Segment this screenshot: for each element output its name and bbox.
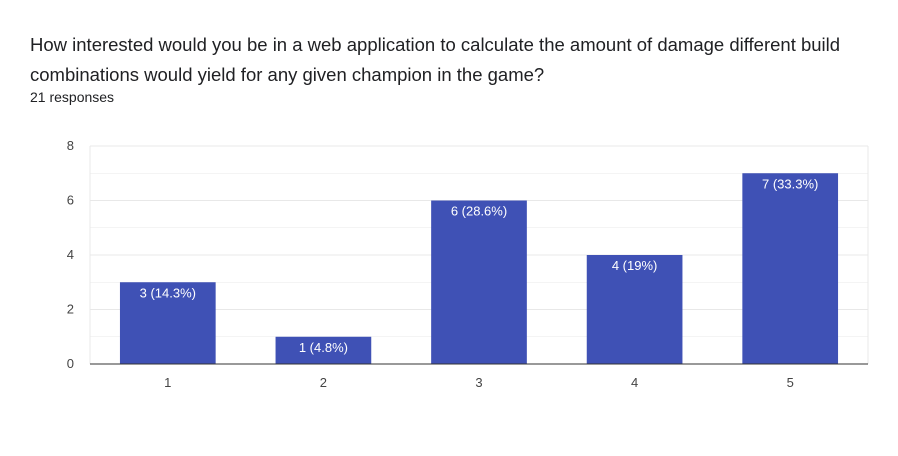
bar	[119, 282, 216, 364]
bar	[431, 200, 527, 364]
bar-data-label: 6 (28.6%)	[451, 204, 507, 219]
y-tick-label: 2	[67, 302, 74, 317]
y-tick-label: 8	[67, 138, 74, 153]
x-tick-label: 4	[631, 375, 638, 390]
x-tick-label: 1	[164, 375, 171, 390]
y-tick-label: 4	[67, 247, 74, 262]
x-tick-label: 3	[475, 375, 482, 390]
bar	[275, 336, 372, 364]
response-count: 21 responses	[30, 89, 115, 105]
x-tick-label: 2	[320, 375, 327, 390]
bars	[119, 173, 839, 364]
bar-data-label: 1 (4.8%)	[299, 340, 348, 355]
y-axis-ticks: 0 2 4 6 8	[67, 138, 74, 371]
y-tick-label: 0	[67, 356, 74, 371]
bar-data-label: 4 (19%)	[612, 258, 658, 273]
x-tick-label: 5	[787, 375, 794, 390]
bar	[586, 255, 683, 364]
x-axis-ticks: 1 2 3 4 5	[90, 363, 868, 390]
bar-data-label: 7 (33.3%)	[762, 176, 818, 191]
question-title: How interested would you be in a web app…	[30, 34, 841, 85]
bar	[742, 173, 839, 364]
bar-data-label: 3 (14.3%)	[140, 285, 196, 300]
y-tick-label: 6	[67, 193, 74, 208]
data-labels: 3 (14.3%) 1 (4.8%) 6 (28.6%) 4 (19%) 7 (33.3…	[140, 176, 819, 355]
